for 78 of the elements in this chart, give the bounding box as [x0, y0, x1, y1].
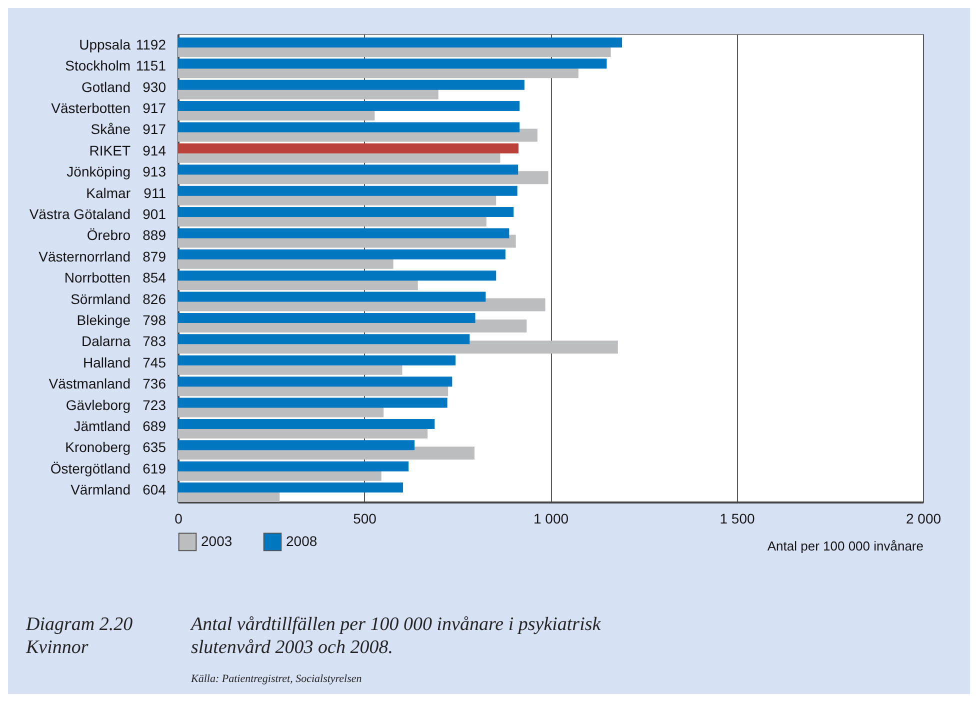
- data-label: 914: [142, 142, 166, 158]
- data-label: 826: [142, 290, 166, 307]
- bar: [178, 37, 622, 48]
- data-label: 635: [142, 439, 166, 456]
- data-label: 604: [142, 482, 166, 498]
- y-tick-label: Dalarna: [81, 333, 131, 350]
- y-tick-label: Västerbotten: [51, 100, 130, 116]
- y-tick-label: Örebro: [86, 227, 131, 244]
- bar: [178, 312, 476, 323]
- text: Kvinnor: [26, 636, 90, 659]
- text: Källa: Patientregistret, Socialstyrelsen: [191, 673, 363, 685]
- data-label: 745: [142, 354, 166, 370]
- x-tick-label: 1 000: [533, 510, 569, 526]
- bar: [178, 418, 435, 429]
- data-label: 854: [142, 270, 166, 286]
- bar: [178, 440, 415, 450]
- bar: [178, 249, 506, 260]
- bar: [178, 101, 520, 112]
- bar: [178, 270, 496, 281]
- y-tick-label: RIKET: [89, 142, 131, 158]
- data-label: 1192: [136, 36, 166, 52]
- bar: [178, 461, 409, 472]
- x-tick-label: 500: [353, 510, 377, 526]
- y-tick-label: Halland: [83, 354, 130, 370]
- bar: [178, 207, 514, 218]
- legend-label: 2003: [201, 532, 232, 549]
- bar: [178, 228, 510, 238]
- bar: [178, 355, 456, 366]
- x-axis-title: Antal per 100 000 invånare: [767, 538, 924, 554]
- data-label: 689: [142, 418, 166, 434]
- y-tick-label: Blekinge: [76, 312, 131, 328]
- y-tick-label: Gotland: [81, 78, 130, 95]
- data-label: 736: [142, 376, 166, 392]
- bar: [178, 186, 518, 196]
- y-tick-label: Västmanland: [48, 376, 130, 392]
- data-label: 619: [142, 460, 166, 476]
- data-label: 917: [142, 100, 166, 116]
- bar: [178, 80, 524, 90]
- y-tick-label: Stockholm: [65, 58, 130, 74]
- y-tick-label: Östergötland: [50, 460, 130, 476]
- data-label: 901: [142, 206, 166, 222]
- legend-label: 2008: [286, 532, 318, 549]
- bar: [178, 164, 518, 175]
- data-label: 783: [142, 333, 166, 350]
- bar: [178, 376, 452, 387]
- y-tick-label: Västernorrland: [38, 248, 130, 264]
- data-label: 879: [142, 248, 166, 264]
- y-tick-label: Kalmar: [86, 184, 131, 201]
- data-label: 913: [142, 164, 166, 180]
- text: Antal vårdtillfällen per 100 000 invånare i psykiatrisk slutenvård 2003 och 2008.: [191, 613, 602, 659]
- y-tick-label: Jämtland: [74, 418, 130, 434]
- y-tick-label: Norrbotten: [64, 270, 130, 286]
- y-tick-label: Kronoberg: [65, 439, 130, 456]
- bar: [178, 58, 607, 69]
- y-tick-label: Skåne: [90, 121, 131, 138]
- x-tick-label: 0: [174, 510, 183, 526]
- data-label: 889: [142, 227, 166, 244]
- y-tick-label: Värmland: [70, 482, 130, 498]
- y-tick-label: Sörmland: [70, 290, 130, 307]
- x-tick-label: 1 500: [720, 510, 755, 526]
- bar: [178, 334, 470, 344]
- data-label: 930: [142, 78, 166, 95]
- bar: [178, 292, 486, 302]
- data-label: 1151: [136, 58, 166, 74]
- x-tick-label: 2 000: [906, 510, 942, 526]
- bar: [178, 482, 403, 493]
- data-label: 723: [142, 396, 166, 413]
- text: Diagram 2.20: [26, 613, 134, 636]
- data-label: 798: [142, 312, 166, 328]
- bar: [178, 143, 518, 154]
- data-label: 917: [142, 121, 166, 138]
- y-tick-label: Jönköping: [66, 164, 130, 180]
- y-tick-label: Gävleborg: [66, 396, 130, 413]
- bar: [178, 122, 520, 132]
- bar: [178, 398, 448, 408]
- y-tick-label: Västra Götaland: [29, 206, 130, 222]
- data-label: 911: [144, 184, 166, 201]
- y-tick-label: Uppsala: [79, 36, 131, 52]
